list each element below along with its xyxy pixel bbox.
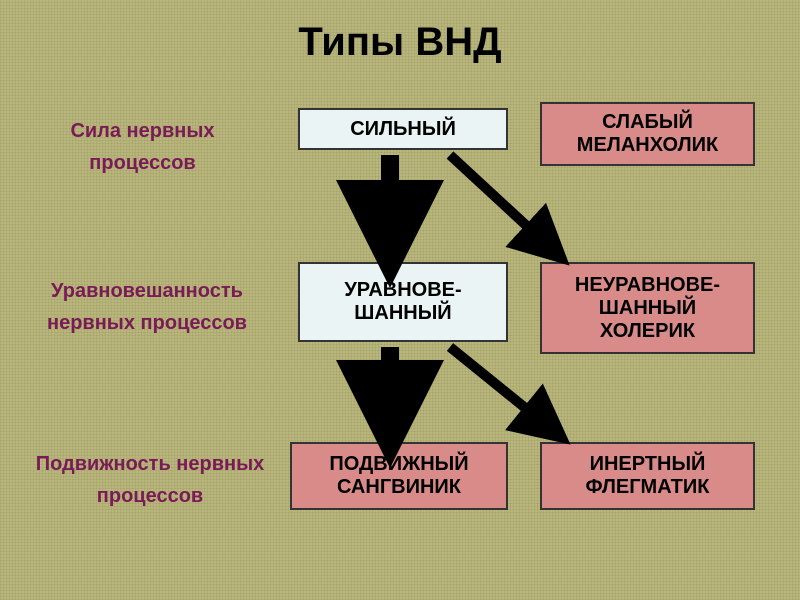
- node-unbalanced-choleric: НЕУРАВНОВЕ- ШАННЫЙ ХОЛЕРИК: [540, 262, 755, 354]
- row-label-balance-l1: Уравновешанность: [22, 275, 272, 307]
- node-mobile-l1: ПОДВИЖНЫЙ: [329, 453, 468, 476]
- node-weak-l2: МЕЛАНХОЛИК: [577, 134, 718, 157]
- title-text: Типы ВНД: [298, 20, 501, 64]
- node-strong-text: СИЛЬНЫЙ: [350, 118, 456, 141]
- row-label-mobility-l2: процессов: [20, 480, 280, 512]
- arrow: [450, 155, 555, 252]
- page-title: Типы ВНД: [0, 20, 800, 65]
- node-balanced-l1: УРАВНОВЕ-: [344, 279, 461, 302]
- node-strong: СИЛЬНЫЙ: [298, 108, 508, 150]
- node-unbalanced-l1: НЕУРАВНОВЕ-: [575, 274, 720, 297]
- node-mobile-sanguine: ПОДВИЖНЫЙ САНГВИНИК: [290, 442, 508, 510]
- node-inert-l1: ИНЕРТНЫЙ: [586, 453, 710, 476]
- row-label-strength-l1: Сила нервных: [35, 115, 250, 147]
- node-weak-melancholic: СЛАБЫЙ МЕЛАНХОЛИК: [540, 102, 755, 166]
- row-label-strength-l2: процессов: [35, 147, 250, 179]
- node-inert-l2: ФЛЕГМАТИК: [586, 476, 710, 499]
- node-inert-phlegmatic: ИНЕРТНЫЙ ФЛЕГМАТИК: [540, 442, 755, 510]
- row-label-mobility: Подвижность нервных процессов: [20, 448, 280, 512]
- node-weak-l1: СЛАБЫЙ: [577, 111, 718, 134]
- arrow: [450, 347, 555, 432]
- node-unbalanced-l2: ШАННЫЙ: [575, 297, 720, 320]
- row-label-balance: Уравновешанность нервных процессов: [22, 275, 272, 339]
- node-balanced: УРАВНОВЕ- ШАННЫЙ: [298, 262, 508, 342]
- row-label-balance-l2: нервных процессов: [22, 307, 272, 339]
- node-unbalanced-l3: ХОЛЕРИК: [575, 320, 720, 343]
- row-label-mobility-l1: Подвижность нервных: [20, 448, 280, 480]
- row-label-strength: Сила нервных процессов: [35, 115, 250, 179]
- node-balanced-l2: ШАННЫЙ: [344, 302, 461, 325]
- node-mobile-l2: САНГВИНИК: [329, 476, 468, 499]
